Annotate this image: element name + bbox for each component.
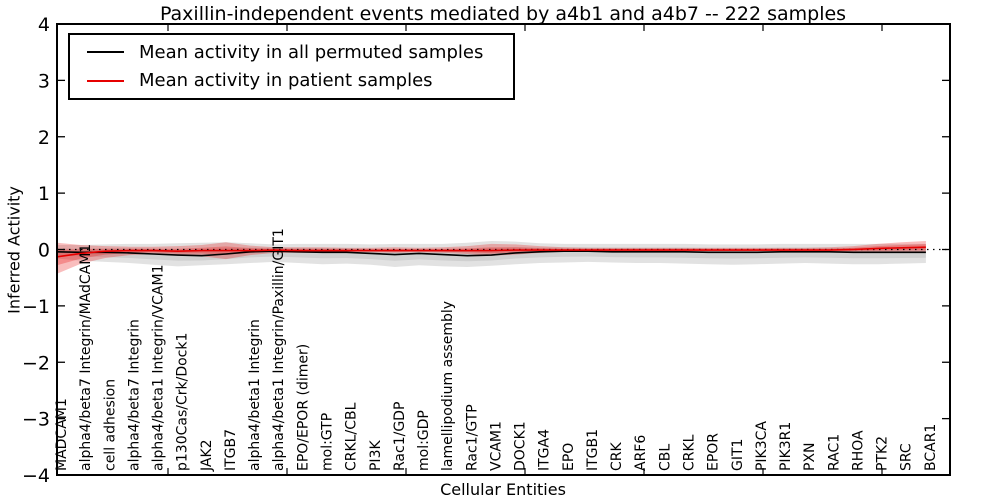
x-tick-label: mol:GDP <box>416 410 432 471</box>
x-tick-label: mol:GTP <box>319 413 335 471</box>
x-tick-label: DOCK1 <box>513 421 529 471</box>
legend-line-swatch-permuted <box>87 51 124 54</box>
legend-label-permuted: Mean activity in all permuted samples <box>139 41 484 63</box>
y-tick-label: 0 <box>38 240 50 262</box>
y-tick-label: −2 <box>22 352 50 374</box>
x-axis-label: Cellular Entities <box>440 480 566 499</box>
x-tick-label: VCAM1 <box>488 421 504 471</box>
x-tick-label: JAK2 <box>199 439 215 472</box>
y-tick-label: −3 <box>22 409 50 431</box>
x-tick-label: EPO/EPOR (dimer) <box>295 344 311 471</box>
legend-item-patient: Mean activity in patient samples <box>87 70 513 91</box>
chart-title: Paxillin-independent events mediated by … <box>159 3 847 25</box>
x-tick-label: Rac1/GDP <box>392 402 408 471</box>
legend-item-permuted: Mean activity in all permuted samples <box>87 42 513 63</box>
x-tick-label: alpha4/beta1 Integrin/VCAM1 <box>151 265 167 472</box>
series-line-permuted <box>56 250 926 257</box>
x-tick-label: ITGA4 <box>537 429 553 471</box>
x-tick-label: alpha4/beta7 Integrin <box>126 319 142 471</box>
legend: Mean activity in all permuted samples Me… <box>68 33 515 100</box>
y-tick-label: 3 <box>38 70 50 92</box>
y-tick-label: 2 <box>38 127 50 149</box>
legend-line-swatch-patient <box>87 79 124 82</box>
x-tick-label: ITGB7 <box>223 429 239 471</box>
y-axis-label: Inferred Activity <box>4 186 24 314</box>
x-tick-label: EPOR <box>706 433 722 471</box>
y-tick-label: −1 <box>22 296 50 318</box>
x-tick-label: cell adhesion <box>102 379 118 471</box>
x-tick-label: lamellipodium assembly <box>440 301 456 471</box>
x-tick-label: alpha4/beta1 Integrin/Paxillin/GIT1 <box>271 228 287 471</box>
legend-label-patient: Mean activity in patient samples <box>139 70 433 92</box>
x-tick-label: Rac1/GTP <box>464 404 480 471</box>
x-tick-label: CRKL <box>682 434 698 471</box>
x-tick-label: PIK3CA <box>754 421 770 471</box>
x-tick-label: ARF6 <box>633 435 649 471</box>
x-tick-label: PI3K <box>368 440 384 471</box>
x-tick-label: PTK2 <box>875 436 891 471</box>
series-line-patient <box>56 246 926 258</box>
x-tick-label: p130Cas/Crk/Dock1 <box>175 333 191 471</box>
x-tick-label: alpha4/beta1 Integrin <box>247 319 263 471</box>
x-tick-label: PIK3R1 <box>778 422 794 471</box>
x-tick-label: PXN <box>802 442 818 471</box>
band-outer-permuted <box>57 241 926 267</box>
x-tick-label: RHOA <box>850 430 866 471</box>
x-tick-label: alpha4/beta7 Integrin/MAdCAM1 <box>78 244 94 471</box>
x-tick-label: ITGB1 <box>585 429 601 471</box>
x-tick-label: EPO <box>561 443 577 471</box>
x-tick-label: CRKL/CBL <box>344 402 360 471</box>
x-tick-label: RAC1 <box>826 434 842 471</box>
y-tick-label: 1 <box>38 183 50 205</box>
x-tick-label: GIT1 <box>730 439 746 471</box>
x-tick-label: BCAR1 <box>923 424 939 471</box>
y-tick-label: 4 <box>38 14 50 36</box>
x-tick-label: SRC <box>899 443 915 471</box>
x-tick-label: CRK <box>609 441 625 471</box>
y-tick-label: −4 <box>22 465 50 487</box>
x-tick-label: CBL <box>657 444 673 471</box>
x-tick-label: MADCAM1 <box>54 398 70 471</box>
